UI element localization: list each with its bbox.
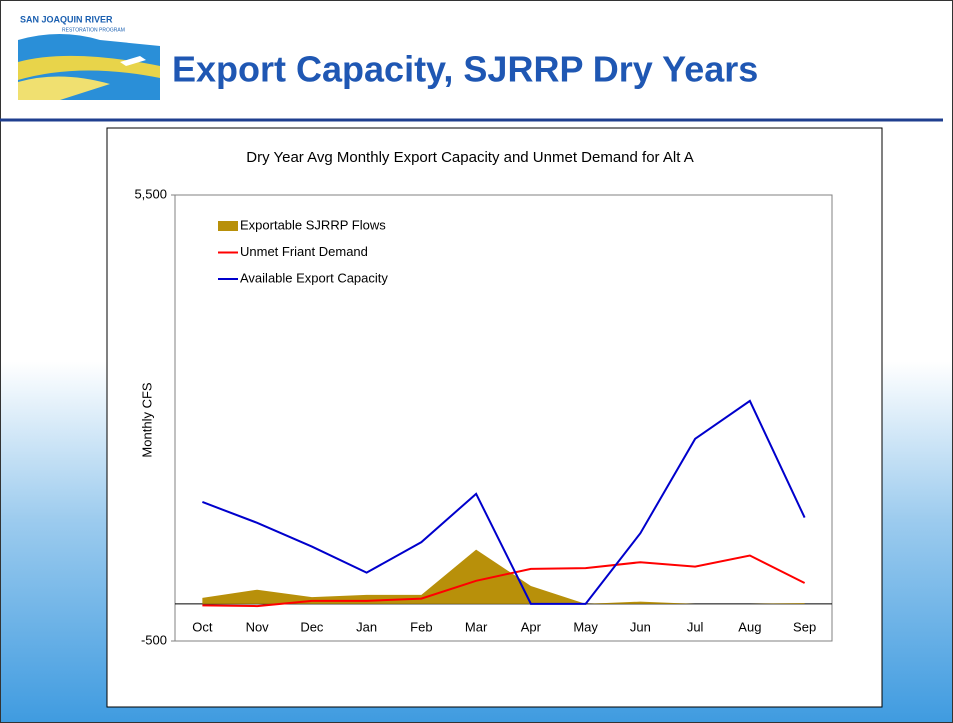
x-tick-label: Feb	[410, 619, 432, 634]
line	[202, 399, 806, 605]
chart-title: Dry Year Avg Monthly Export Capacity and…	[246, 149, 693, 166]
logo-text: SAN JOAQUIN RIVER	[20, 14, 113, 24]
y-tick-label: -500	[141, 632, 167, 647]
x-tick-label: Dec	[300, 619, 324, 634]
y-tick-label: 5,500	[134, 186, 167, 201]
area	[202, 549, 805, 604]
x-tick-label: Sep	[793, 619, 816, 634]
x-tick-label: Apr	[521, 619, 542, 634]
line	[202, 554, 806, 608]
logo-subtext: RESTORATION PROGRAM	[62, 27, 125, 33]
x-tick-label: Oct	[192, 619, 213, 634]
x-tick-label: Jul	[687, 619, 704, 634]
x-tick-label: Jan	[356, 619, 377, 634]
logo	[18, 34, 160, 100]
legend-label: Unmet Friant Demand	[240, 244, 368, 259]
x-tick-label: Jun	[630, 619, 651, 634]
x-tick-label: Mar	[465, 619, 488, 634]
y-axis-label: Monthly CFS	[139, 382, 154, 457]
legend-label: Exportable SJRRP Flows	[240, 217, 386, 232]
x-tick-label: Nov	[246, 619, 270, 634]
legend-swatch	[218, 221, 238, 231]
legend-label: Available Export Capacity	[240, 270, 388, 285]
slide-title: Export Capacity, SJRRP Dry Years	[172, 49, 758, 90]
plot-area	[174, 194, 833, 642]
x-tick-label: May	[573, 619, 598, 634]
x-tick-label: Aug	[738, 619, 761, 634]
